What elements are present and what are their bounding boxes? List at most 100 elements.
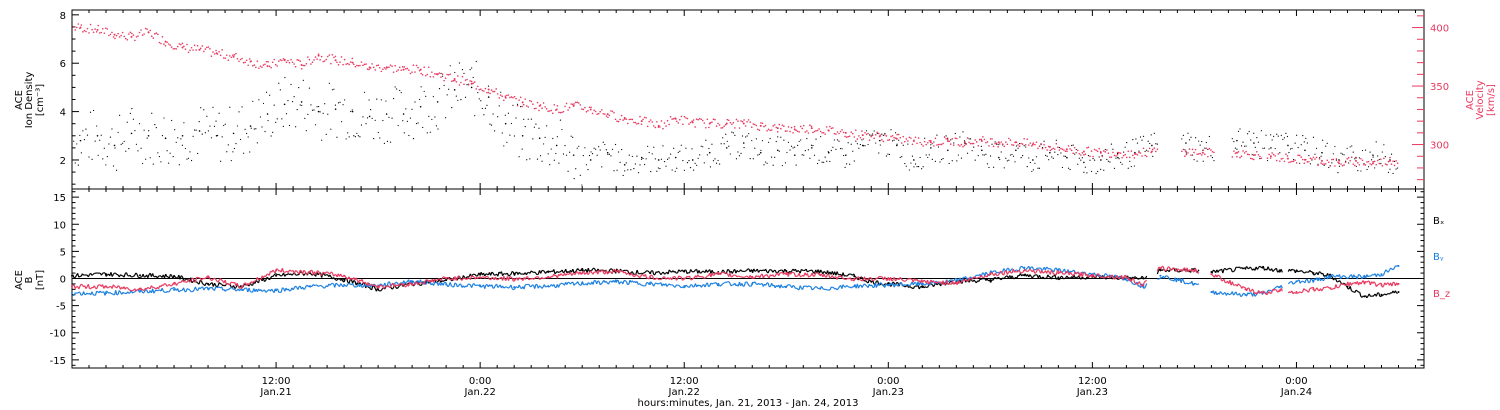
velocity-sample — [1096, 150, 1099, 153]
velocity-sample — [473, 81, 476, 83]
field-trace-segment — [248, 287, 251, 292]
field-trace-segment — [590, 270, 593, 274]
density-sample — [815, 138, 817, 140]
density-sample — [752, 158, 754, 160]
field-trace-segment — [1382, 274, 1384, 277]
velocity-sample — [339, 61, 341, 63]
velocity-sample — [827, 129, 830, 132]
field-trace-segment — [1384, 293, 1387, 296]
field-trace-segment — [509, 273, 512, 276]
field-trace-segment — [952, 279, 955, 282]
field-trace-segment — [271, 288, 274, 292]
field-trace-segment — [322, 286, 325, 289]
field-trace-segment — [297, 286, 300, 290]
velocity-sample — [293, 63, 295, 65]
density-point — [1185, 142, 1187, 144]
field-trace-segment — [599, 283, 602, 286]
field-point — [275, 274, 278, 277]
velocity-sample — [1239, 156, 1241, 159]
velocity-point — [1269, 155, 1272, 158]
velocity-sample — [469, 80, 471, 82]
density-sample — [345, 138, 347, 140]
density-sample — [353, 135, 355, 137]
velocity-sample — [680, 115, 683, 118]
field-trace-segment — [389, 286, 391, 288]
velocity-sample — [414, 71, 416, 73]
density-sample — [567, 170, 569, 172]
density-sample — [210, 137, 213, 139]
field-trace-segment — [239, 288, 242, 292]
field-trace-segment — [78, 285, 81, 290]
field-trace-segment — [154, 289, 157, 292]
velocity-sample — [1141, 155, 1143, 157]
density-sample — [278, 82, 280, 84]
density-sample — [928, 154, 930, 156]
field-trace-segment — [73, 292, 76, 296]
field-trace-segment — [1343, 282, 1346, 285]
field-trace-segment — [1033, 274, 1036, 277]
density-sample — [994, 141, 996, 143]
field-trace-segment — [761, 269, 764, 272]
velocity-sample — [946, 138, 949, 141]
field-trace-segment — [455, 277, 458, 281]
field-trace-segment — [867, 277, 870, 281]
density-sample — [614, 143, 617, 146]
density-sample — [77, 164, 79, 166]
density-sample — [96, 125, 98, 127]
field-trace-segment — [965, 279, 968, 282]
density-sample — [414, 101, 416, 103]
velocity-sample — [717, 122, 719, 125]
field-tick-label: 15 — [53, 193, 66, 204]
field-trace-segment — [834, 287, 837, 290]
velocity-sample — [1395, 160, 1397, 162]
field-trace-segment — [418, 284, 421, 286]
field-trace-segment — [600, 281, 604, 285]
velocity-sample — [617, 120, 620, 123]
velocity-sample — [1317, 164, 1319, 167]
velocity-sample — [876, 131, 879, 134]
velocity-sample — [1012, 144, 1015, 146]
field-trace-segment — [380, 288, 383, 292]
density-sample — [813, 154, 816, 156]
field-trace-segment — [1330, 273, 1333, 276]
field-trace-segment — [778, 272, 781, 276]
density-sample — [232, 151, 234, 153]
field-point — [547, 285, 550, 288]
density-sample — [535, 123, 537, 125]
field-trace-segment — [232, 281, 234, 284]
field-trace-segment — [747, 283, 750, 287]
velocity-sample — [780, 127, 782, 130]
density-sample — [212, 106, 214, 108]
velocity-sample — [1191, 148, 1194, 151]
field-point — [1159, 274, 1162, 277]
density-sample — [1184, 149, 1186, 151]
velocity-sample — [616, 120, 618, 123]
field-trace-segment — [1093, 272, 1096, 276]
velocity-sample — [881, 138, 883, 141]
velocity-sample — [1184, 155, 1186, 158]
field-trace-segment — [174, 276, 177, 279]
field-trace-segment — [310, 273, 313, 276]
velocity-sample — [287, 59, 289, 62]
velocity-point — [759, 124, 762, 127]
field-trace-segment — [541, 286, 544, 289]
field-trace-segment — [379, 283, 382, 286]
field-trace-segment — [752, 277, 755, 279]
field-trace-segment — [165, 273, 168, 278]
field-trace-segment — [449, 282, 452, 287]
field-trace-segment — [1160, 276, 1163, 279]
density-point — [147, 134, 150, 137]
field-trace-segment — [1371, 273, 1374, 276]
density-sample — [1247, 133, 1249, 135]
field-trace-segment — [807, 270, 809, 273]
density-sample — [639, 164, 641, 166]
field-trace-segment — [798, 273, 801, 277]
velocity-sample — [181, 42, 184, 45]
field-point — [445, 283, 448, 286]
field-trace-segment — [194, 286, 198, 291]
density-sample — [167, 162, 170, 164]
field-point — [1380, 293, 1383, 296]
density-sample — [696, 164, 698, 166]
field-trace-segment — [611, 269, 614, 275]
field-trace-segment — [731, 274, 735, 277]
